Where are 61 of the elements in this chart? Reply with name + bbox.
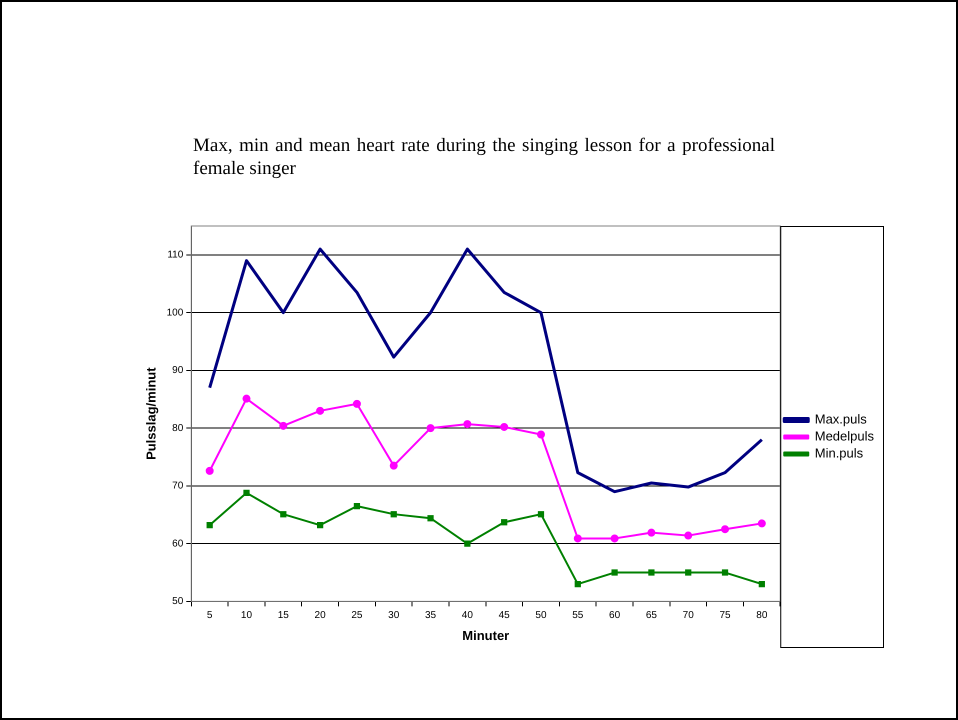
point — [721, 525, 730, 534]
x-tick-label: 20 — [314, 610, 326, 622]
point — [685, 569, 692, 576]
point — [501, 519, 508, 526]
y-tick-label: 100 — [166, 307, 184, 318]
point — [574, 534, 582, 542]
x-axis-title: Minuter — [462, 628, 510, 643]
x-tick-label: 80 — [756, 610, 768, 622]
chart-title: Max, min and mean heart rate during the singing lesson for a professional female singer — [193, 134, 775, 180]
point — [426, 424, 435, 432]
x-tick-label: 30 — [388, 610, 400, 622]
point — [316, 406, 324, 415]
point — [500, 422, 508, 431]
point — [354, 502, 360, 510]
point — [648, 569, 655, 576]
x-tick-label: 15 — [278, 610, 290, 622]
legend-label: Max.puls — [814, 412, 868, 427]
legend-label: Min.puls — [814, 446, 864, 461]
point — [243, 490, 250, 496]
point — [611, 569, 618, 576]
y-tick-label: 50 — [172, 596, 184, 608]
point — [722, 569, 728, 576]
point — [242, 394, 250, 403]
x-tick-label: 70 — [682, 610, 694, 622]
point — [427, 515, 434, 522]
x-tick-label: 25 — [351, 610, 363, 622]
point — [536, 430, 545, 438]
x-tick-label: 10 — [240, 610, 252, 622]
point — [684, 532, 692, 540]
point — [463, 420, 472, 428]
point — [317, 522, 324, 528]
point — [206, 522, 213, 528]
x-tick-label: 40 — [462, 610, 474, 622]
point — [390, 462, 398, 470]
x-tick-label: 45 — [498, 610, 510, 622]
point — [538, 511, 544, 518]
x-tick-label: 65 — [646, 610, 658, 622]
y-tick-label: 80 — [172, 422, 184, 434]
point — [647, 528, 656, 537]
y-tick-label: 60 — [172, 538, 184, 550]
x-tick-label: 55 — [572, 610, 584, 622]
point — [758, 580, 765, 588]
x-tick-label: 75 — [719, 610, 732, 622]
point — [574, 580, 581, 588]
point — [280, 511, 286, 518]
y-axis-title: Pulsslag/minut — [143, 366, 158, 460]
y-tick-label: 90 — [172, 365, 184, 376]
y-tick-label: 70 — [172, 480, 184, 492]
x-tick-label: 35 — [424, 610, 437, 622]
x-tick-label: 60 — [609, 610, 621, 622]
point — [464, 540, 470, 547]
x-tick-label: 50 — [535, 610, 547, 622]
point — [610, 534, 619, 542]
legend-label: Medelpuls — [814, 428, 874, 444]
point — [352, 400, 361, 408]
y-tick-label: 110 — [167, 250, 184, 261]
point — [390, 511, 397, 518]
point — [206, 466, 214, 475]
point — [758, 519, 766, 528]
point — [279, 422, 288, 430]
x-tick-label: 5 — [206, 610, 213, 622]
